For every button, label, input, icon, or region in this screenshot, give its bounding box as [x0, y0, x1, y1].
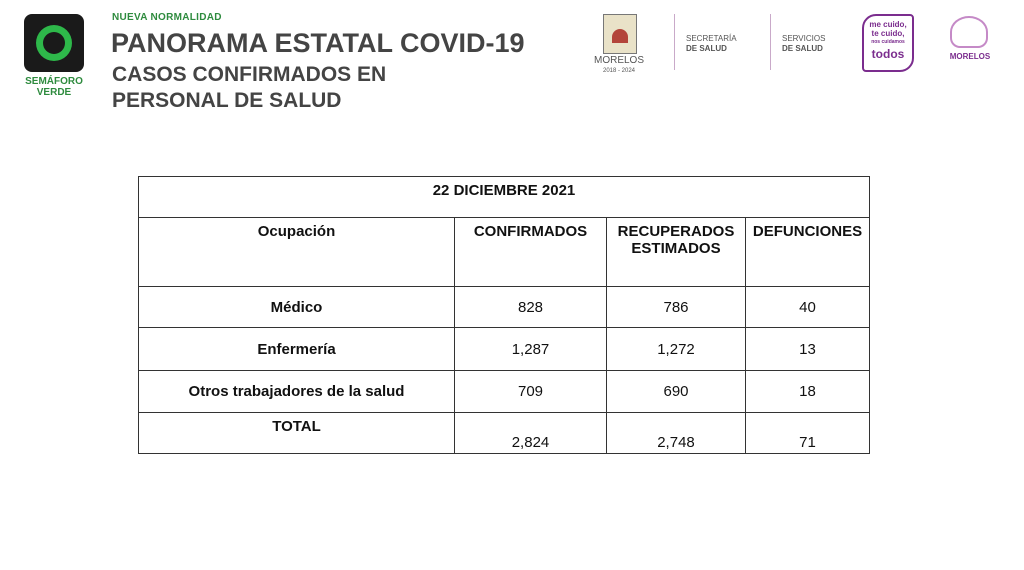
logo-line: todos: [871, 47, 905, 61]
row-label: Médico: [138, 286, 455, 328]
column-header: CONFIRMADOS: [454, 217, 607, 287]
subtitle-line: PERSONAL DE SALUD: [112, 89, 342, 112]
subtitle: CASOS CONFIRMADOS EN PERSONAL DE SALUD: [112, 62, 386, 114]
cell: 786: [606, 286, 746, 328]
logo-line: me cuido,: [869, 20, 907, 29]
kicker: NUEVA NORMALIDAD: [112, 12, 222, 23]
campaign-logo: me cuido, te cuido, nos cuidamos todos: [862, 14, 914, 72]
semaforo-line: SEMÁFORO: [25, 76, 83, 87]
logo-line: DE SALUD: [782, 44, 823, 53]
table-date: 22 DICIEMBRE 2021: [138, 176, 870, 218]
cell: 690: [606, 370, 746, 413]
cell: 71: [745, 412, 870, 454]
row-label: TOTAL: [138, 412, 455, 454]
data-table: 22 DICIEMBRE 2021 Ocupación CONFIRMADOS …: [138, 176, 870, 454]
logo-line: SERVICIOS: [782, 34, 826, 43]
cell: 18: [745, 370, 870, 413]
morelos-logo-text: MORELOS 2018 - 2024: [590, 56, 648, 76]
morelos-logo-text: MORELOS: [949, 52, 991, 61]
row-label: Enfermería: [138, 327, 455, 371]
logo-line: SECRETARÍA: [686, 34, 737, 43]
cell: 40: [745, 286, 870, 328]
logo-line: te cuido,: [871, 29, 905, 38]
column-header: DEFUNCIONES: [745, 217, 870, 287]
separator: [674, 14, 675, 70]
lotus-icon: [950, 16, 988, 48]
logo-line: nos cuidamos: [871, 39, 905, 45]
separator: [770, 14, 771, 70]
cell: 709: [454, 370, 607, 413]
logo-line: DE SALUD: [686, 44, 727, 53]
secretaria-logo: SECRETARÍA DE SALUD: [686, 34, 737, 54]
cell: 13: [745, 327, 870, 371]
cell: 1,287: [454, 327, 607, 371]
cell: 2,748: [606, 412, 746, 454]
cell: 2,824: [454, 412, 607, 454]
morelos-shield: [603, 14, 637, 54]
column-header: Ocupación: [138, 217, 455, 287]
servicios-logo: SERVICIOS DE SALUD: [782, 34, 825, 54]
subtitle-line: CASOS CONFIRMADOS EN: [112, 63, 387, 86]
semaforo-icon: [24, 14, 84, 72]
semaforo-label: SEMÁFORO VERDE: [22, 76, 86, 98]
row-label: Otros trabajadores de la salud: [138, 370, 455, 413]
column-header: RECUPERADOS ESTIMADOS: [606, 217, 746, 287]
logo-line: MORELOS: [593, 55, 644, 66]
semaforo-line: VERDE: [36, 87, 72, 98]
title: PANORAMA ESTATAL COVID-19: [111, 28, 525, 58]
cell: 1,272: [606, 327, 746, 371]
cell: 828: [454, 286, 607, 328]
logo-line: 2018 - 2024: [602, 68, 636, 74]
